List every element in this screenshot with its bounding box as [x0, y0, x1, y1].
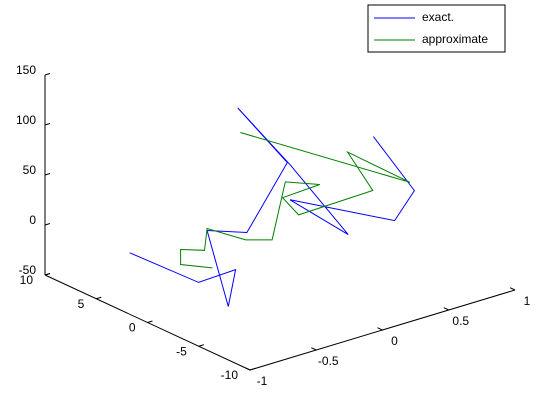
y-tick-label: -5 [176, 344, 187, 358]
x-tick [377, 327, 383, 331]
y-tick [96, 296, 102, 300]
z-tick-label: 100 [16, 113, 36, 127]
z-tick-label: 0 [29, 213, 36, 227]
legend-label: approximate [422, 32, 488, 46]
z-tick [44, 173, 51, 176]
x-tick-label: -0.5 [318, 354, 339, 368]
z-tick [44, 223, 51, 226]
y-tick [198, 344, 204, 347]
z-tick-label: 150 [16, 63, 36, 77]
legend-label: exact. [422, 10, 454, 24]
y-tick-label: 10 [20, 273, 34, 287]
y-tick-label: 5 [78, 297, 85, 311]
y-tick [249, 368, 256, 371]
data-line [129, 107, 416, 307]
y-tick [44, 273, 51, 276]
x-tick-label: 0 [391, 334, 398, 348]
x-tick [244, 367, 251, 371]
data-line [180, 132, 411, 269]
z-tick [44, 123, 51, 126]
x-tick [509, 287, 516, 291]
z-tick [44, 73, 51, 76]
x-tick [443, 307, 449, 311]
x-tick [311, 347, 317, 351]
x-tick-label: 0.5 [452, 314, 469, 328]
x-tick-label: -1 [257, 374, 268, 388]
y-tick-label: -10 [221, 368, 239, 382]
y-tick-label: 0 [129, 321, 136, 335]
legend-box [367, 4, 506, 53]
z-tick-label: 50 [23, 163, 37, 177]
z-tick-label: -50 [19, 263, 37, 277]
y-tick [147, 320, 153, 323]
x-tick-label: 1 [524, 294, 531, 308]
